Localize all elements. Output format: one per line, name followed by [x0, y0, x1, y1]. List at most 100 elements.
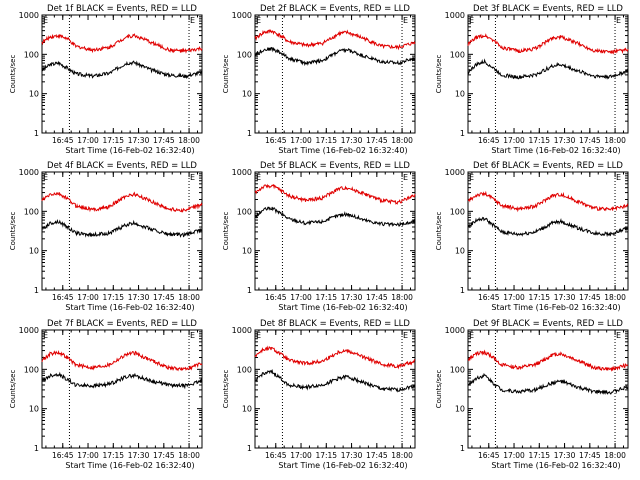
series-line-events	[41, 371, 203, 390]
y-tick-label: 1000	[445, 326, 465, 335]
series-line-events	[42, 60, 203, 80]
y-tick-label: 1000	[232, 326, 252, 335]
x-tick-label: 18:00	[391, 451, 413, 460]
y-tick-label: 100	[24, 207, 39, 216]
series-line-events	[41, 219, 203, 238]
series-line-lld	[41, 191, 203, 213]
detector-panel-6: Det 6f BLACK = Events, RED = LLD 1 10 100 10…	[435, 161, 629, 312]
y-tick-label: 10	[455, 90, 465, 99]
x-tick-label: 17:45	[366, 451, 388, 460]
x-axis-label: Start Time (16-Feb-02 16:32:40)	[278, 146, 407, 155]
x-axis-label: Start Time (16-Feb-02 16:32:40)	[278, 461, 407, 470]
y-tick-label: 1000	[232, 11, 252, 20]
y-tick-label: 1	[34, 286, 39, 295]
corner-mark-right: E	[616, 16, 621, 25]
corner-mark-left: E	[256, 173, 261, 182]
x-axis-label: Start Time (16-Feb-02 16:32:40)	[65, 146, 194, 155]
series-line-lld	[41, 349, 203, 372]
x-axis-label: Start Time (16-Feb-02 16:32:40)	[491, 461, 620, 470]
x-tick-label: 18:00	[604, 451, 626, 460]
y-tick-label: 1	[247, 286, 252, 295]
y-axis-label: Counts/sec	[9, 55, 17, 94]
x-tick-label: 17:45	[366, 293, 388, 302]
x-axis-label: Start Time (16-Feb-02 16:32:40)	[491, 303, 620, 312]
y-tick-label: 1	[34, 444, 39, 453]
series-line-events	[467, 216, 629, 238]
y-tick-label: 10	[29, 90, 39, 99]
x-axis-label: Start Time (16-Feb-02 16:32:40)	[65, 461, 194, 470]
detector-panel-2: Det 2f BLACK = Events, RED = LLD 1 10 100 10…	[222, 4, 416, 155]
corner-mark-right: E	[190, 331, 195, 340]
x-tick-label: 17:15	[528, 136, 550, 145]
x-tick-label: 17:30	[341, 136, 363, 145]
x-tick-label: 16:45	[478, 293, 500, 302]
x-tick-label: 17:30	[128, 293, 150, 302]
corner-mark-right: E	[403, 331, 408, 340]
x-tick-label: 17:00	[77, 293, 99, 302]
y-tick-label: 100	[237, 365, 252, 374]
y-tick-label: 1000	[445, 11, 465, 20]
x-tick-label: 17:00	[290, 293, 312, 302]
x-tick-label: 17:15	[315, 136, 337, 145]
x-tick-label: 17:00	[503, 451, 525, 460]
x-tick-label: 17:45	[579, 293, 601, 302]
y-tick-label: 1	[460, 286, 465, 295]
x-axis-label: Start Time (16-Feb-02 16:32:40)	[278, 303, 407, 312]
panel-title: Det 8f BLACK = Events, RED = LLD	[260, 319, 410, 329]
y-axis-label: Counts/sec	[9, 212, 17, 251]
x-tick-label: 17:00	[290, 136, 312, 145]
y-tick-label: 100	[237, 50, 252, 59]
detector-panel-5: Det 5f BLACK = Events, RED = LLD 1 10 100 10…	[222, 161, 416, 312]
panel-title: Det 6f BLACK = Events, RED = LLD	[473, 161, 623, 171]
y-tick-label: 1000	[445, 168, 465, 177]
y-tick-label: 10	[455, 247, 465, 256]
detector-panel-9: Det 9f BLACK = Events, RED = LLD 1 10 100 10…	[435, 319, 629, 470]
y-tick-label: 10	[242, 90, 252, 99]
y-tick-label: 1	[34, 129, 39, 138]
plot-frame	[467, 171, 629, 291]
corner-mark-left: E	[43, 331, 48, 340]
corner-mark-left: E	[469, 16, 474, 25]
y-tick-label: 100	[24, 50, 39, 59]
corner-mark-left: E	[43, 173, 48, 182]
x-tick-label: 16:45	[265, 451, 287, 460]
panel-title: Det 1f BLACK = Events, RED = LLD	[47, 4, 197, 14]
x-tick-label: 17:45	[153, 136, 175, 145]
detector-panel-8: Det 8f BLACK = Events, RED = LLD 1 10 100 10…	[222, 319, 416, 470]
x-tick-label: 17:30	[128, 451, 150, 460]
x-tick-label: 16:45	[265, 293, 287, 302]
x-tick-label: 16:45	[52, 136, 74, 145]
y-tick-label: 10	[29, 247, 39, 256]
x-tick-label: 18:00	[391, 136, 413, 145]
y-axis-label: Counts/sec	[435, 212, 443, 251]
plot-frame	[467, 14, 629, 134]
y-tick-label: 100	[237, 207, 252, 216]
corner-mark-right: E	[190, 173, 195, 182]
x-tick-label: 18:00	[178, 293, 200, 302]
detector-panel-7: Det 7f BLACK = Events, RED = LLD 1 10 100 10…	[9, 319, 203, 470]
corner-mark-right: E	[616, 173, 621, 182]
corner-mark-right: E	[403, 173, 408, 182]
y-tick-label: 1000	[19, 326, 39, 335]
x-tick-label: 17:30	[128, 136, 150, 145]
corner-mark-left: E	[256, 331, 261, 340]
series-line-events	[254, 206, 416, 228]
y-tick-label: 1	[247, 129, 252, 138]
x-tick-label: 17:15	[102, 451, 124, 460]
series-line-events	[254, 46, 416, 67]
x-tick-label: 18:00	[391, 293, 413, 302]
x-tick-label: 17:00	[503, 293, 525, 302]
x-tick-label: 17:15	[528, 293, 550, 302]
panel-title: Det 5f BLACK = Events, RED = LLD	[260, 161, 410, 171]
y-axis-label: Counts/sec	[222, 55, 230, 94]
y-tick-label: 100	[24, 365, 39, 374]
panel-title: Det 4f BLACK = Events, RED = LLD	[47, 161, 197, 171]
y-tick-label: 1000	[19, 168, 39, 177]
series-line-lld	[467, 349, 629, 372]
x-tick-label: 17:15	[528, 451, 550, 460]
x-tick-label: 17:45	[153, 451, 175, 460]
y-axis-label: Counts/sec	[222, 212, 230, 251]
panel-title: Det 2f BLACK = Events, RED = LLD	[260, 4, 410, 14]
y-tick-label: 10	[242, 247, 252, 256]
x-tick-label: 17:00	[77, 451, 99, 460]
